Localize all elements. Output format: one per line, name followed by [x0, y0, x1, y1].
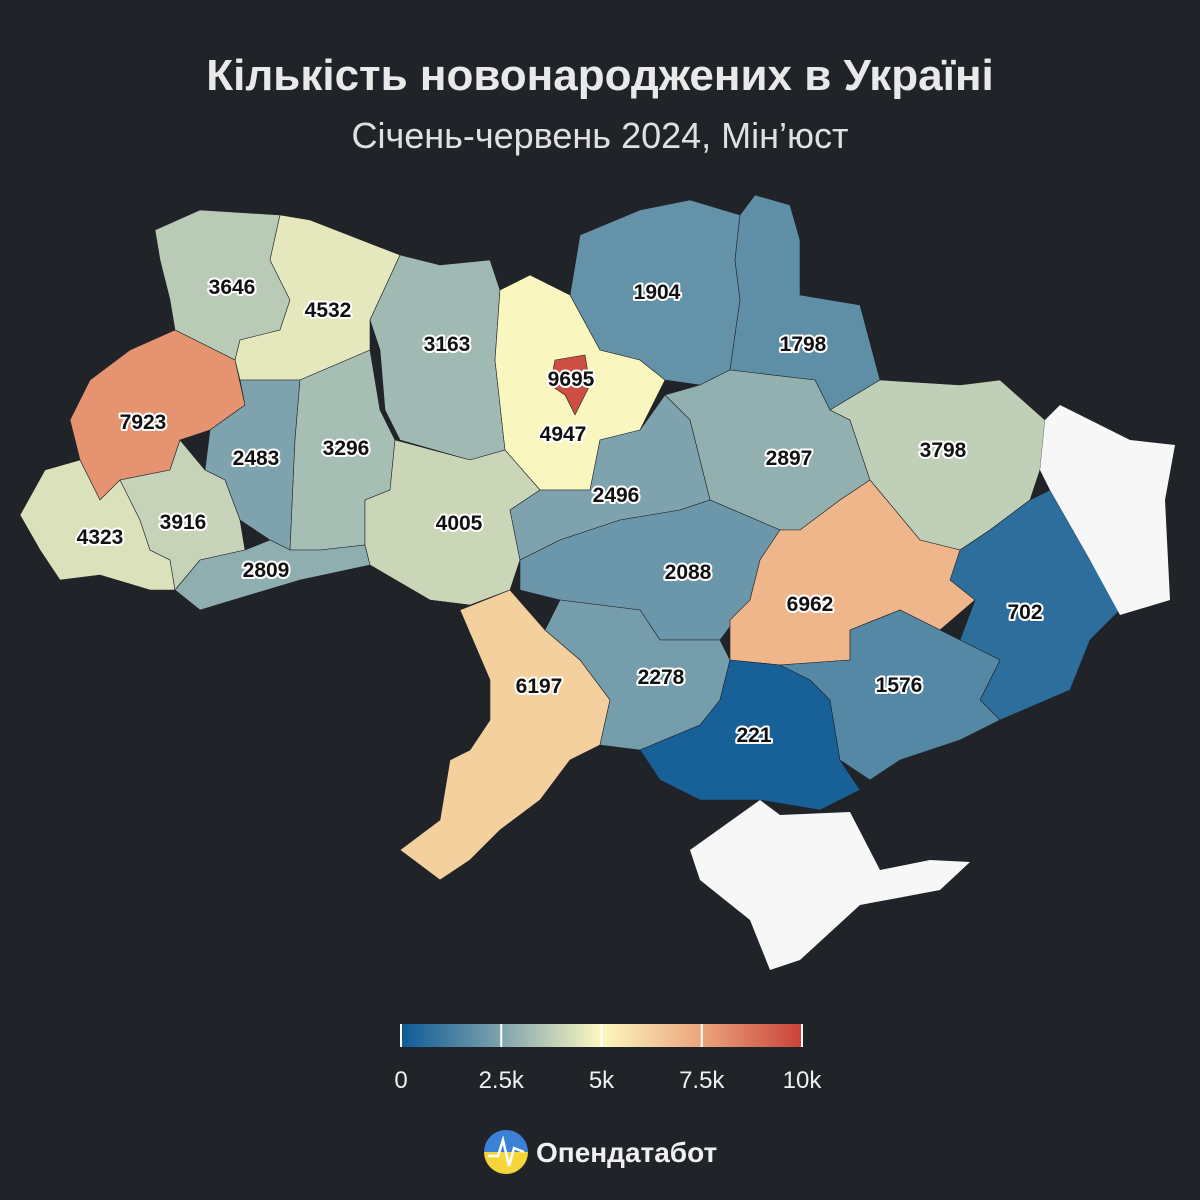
region-value: 2278 — [638, 666, 685, 689]
region-value: 1798 — [780, 333, 827, 356]
region-value: 1904 — [634, 281, 681, 304]
region-value: 4532 — [305, 299, 352, 322]
region — [778, 609, 1001, 781]
occupied-area — [1040, 405, 1175, 615]
region-value: 4947 — [540, 423, 587, 446]
region — [949, 489, 1121, 721]
region-value: 3296 — [323, 437, 370, 460]
subtitle: Січень-червень 2024, Мін’юст — [351, 115, 848, 156]
region-value: 3163 — [424, 333, 471, 356]
brand: Опендатабот — [536, 1137, 717, 1168]
region-value: 3798 — [920, 439, 967, 462]
region-value: 702 — [1007, 601, 1042, 624]
region — [369, 254, 506, 461]
region-value: 7923 — [120, 411, 167, 434]
region-value: 4005 — [436, 512, 483, 535]
region-value: 1576 — [876, 674, 923, 697]
region-value: 221 — [736, 724, 771, 747]
legend-tick-label: 5k — [589, 1067, 615, 1094]
region-value: 2496 — [593, 484, 640, 507]
region-value: 2809 — [243, 559, 290, 582]
region-value: 2088 — [665, 561, 712, 584]
region-value: 9695 — [548, 368, 595, 391]
region — [549, 354, 591, 416]
region — [364, 439, 541, 606]
legend-tick-label: 10k — [783, 1067, 823, 1094]
legend: 0 2.5k 5k 7.5k 10k — [394, 1024, 822, 1094]
legend-tick-label: 7.5k — [679, 1067, 725, 1094]
crimea — [690, 800, 970, 970]
region-value: 6197 — [516, 675, 563, 698]
region-value: 3646 — [209, 276, 256, 299]
region-value: 4323 — [77, 526, 124, 549]
region-value: 3916 — [160, 511, 207, 534]
region-value: 6962 — [787, 593, 834, 616]
region-value: 2897 — [766, 447, 813, 470]
value-labels: 3646 4532 3163 4947 9695 1904 1798 7923 2483 3296… — [75, 274, 1045, 749]
regions — [19, 194, 1121, 881]
title: Кількість новонароджених в Україні — [206, 51, 994, 100]
legend-tick-label: 0 — [394, 1067, 407, 1094]
region-value: 2483 — [233, 447, 280, 470]
logo-pulse — [488, 1135, 525, 1167]
legend-tick-label: 2.5k — [479, 1067, 525, 1094]
